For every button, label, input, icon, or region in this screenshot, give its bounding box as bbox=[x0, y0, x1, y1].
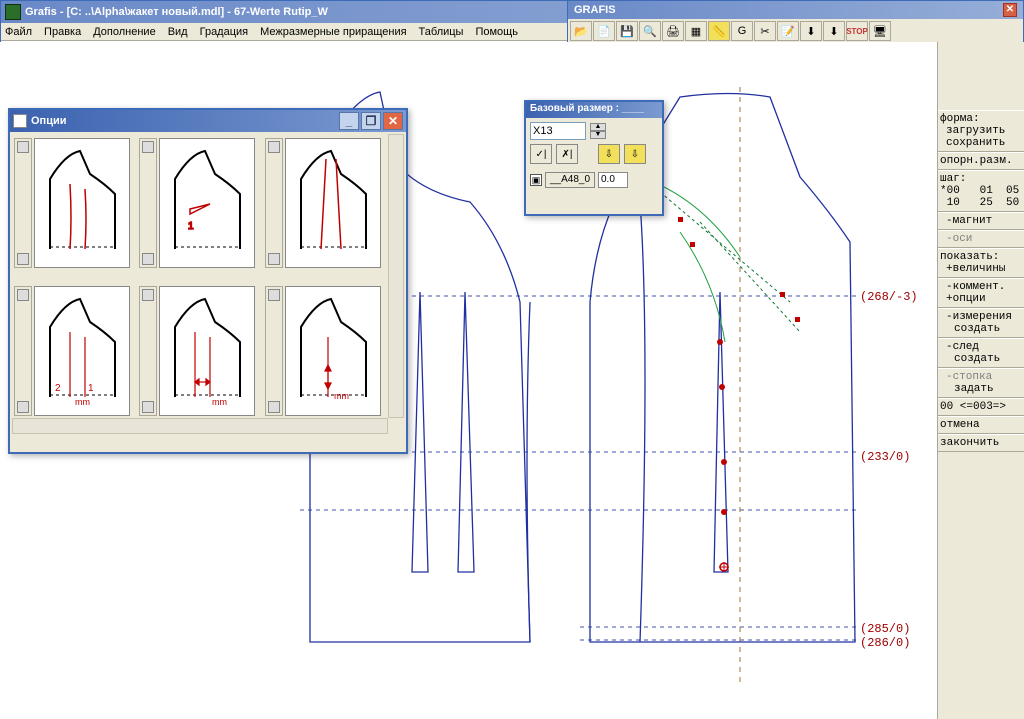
svg-text:1: 1 bbox=[188, 221, 194, 232]
option-1[interactable] bbox=[14, 138, 133, 280]
option-3-slider[interactable] bbox=[265, 138, 283, 268]
menu-edit[interactable]: Правка bbox=[44, 26, 81, 38]
basesize-spinner[interactable]: ▲▼ bbox=[590, 123, 606, 139]
sb-osi[interactable]: -оси bbox=[940, 233, 1022, 245]
sb-komment[interactable]: -коммент. bbox=[940, 281, 1022, 293]
grafis-toolbar-title[interactable]: GRAFIS ✕ bbox=[568, 1, 1023, 19]
coord-4: (286/0) bbox=[860, 636, 910, 650]
bs-field-value[interactable]: 0.0 bbox=[598, 172, 628, 188]
coord-3: (285/0) bbox=[860, 622, 910, 636]
sb-shag-row2[interactable]: 10 25 50 bbox=[940, 197, 1022, 209]
option-6-slider[interactable] bbox=[265, 286, 283, 416]
grafis-toolbar-label: GRAFIS bbox=[574, 4, 616, 16]
options-maximize[interactable]: ❐ bbox=[361, 112, 381, 130]
bs-checkbox[interactable]: ▣ bbox=[530, 174, 542, 186]
stop-icon[interactable]: STOP bbox=[846, 21, 868, 41]
grafis-toolbar-buttons: 📂 📄 💾 🔍 🖨 ▦ 📏 G ✂ 📝 ⬇ ⬇ STOP 🖥 bbox=[568, 19, 1023, 43]
sb-sled[interactable]: -след bbox=[940, 341, 1022, 353]
sb-forma: форма: bbox=[940, 113, 1022, 125]
menu-extras[interactable]: Дополнение bbox=[93, 26, 155, 38]
menu-view[interactable]: Вид bbox=[168, 26, 188, 38]
sb-finish[interactable]: закончить bbox=[940, 437, 1022, 449]
option-3[interactable] bbox=[265, 138, 384, 280]
grafis-toolbar-close[interactable]: ✕ bbox=[1003, 3, 1017, 17]
sb-counter[interactable]: 00 <=003=> bbox=[940, 401, 1022, 413]
print-icon[interactable]: 🖨 bbox=[662, 21, 684, 41]
bs-field-name[interactable]: __A48_0 bbox=[545, 172, 595, 188]
svg-text:2: 2 bbox=[55, 383, 61, 394]
sb-shag: шаг: bbox=[940, 173, 1022, 185]
sb-opcii[interactable]: +опции bbox=[940, 293, 1022, 305]
screen-icon[interactable]: 🖥 bbox=[869, 21, 891, 41]
sb-stopka-set[interactable]: задать bbox=[940, 383, 1022, 395]
option-4[interactable]: 2 1 mm bbox=[14, 286, 133, 428]
menu-tables[interactable]: Таблицы bbox=[419, 26, 464, 38]
basesize-select[interactable]: X13 bbox=[530, 122, 586, 140]
edit-icon[interactable]: 📝 bbox=[777, 21, 799, 41]
app-icon bbox=[5, 4, 21, 20]
option-1-slider[interactable] bbox=[14, 138, 32, 268]
basesize-title[interactable]: Базовый размер : ____ bbox=[526, 102, 662, 118]
sb-cancel[interactable]: отмена bbox=[940, 419, 1022, 431]
options-dialog[interactable]: Опции _ ❐ ✕ 1 bbox=[8, 108, 408, 454]
options-minimize[interactable]: _ bbox=[339, 112, 359, 130]
option-5[interactable]: mm bbox=[139, 286, 258, 428]
save-icon[interactable]: 💾 bbox=[616, 21, 638, 41]
menu-intersize[interactable]: Межразмерные приращения bbox=[260, 26, 406, 38]
down2-icon[interactable]: ⬇ bbox=[823, 21, 845, 41]
options-close[interactable]: ✕ bbox=[383, 112, 403, 130]
basesize-dialog[interactable]: Базовый размер : ____ X13 ▲▼ ✓| ✗| ⇩ ⇩ ▣… bbox=[524, 100, 664, 216]
file-icon[interactable]: 📄 bbox=[593, 21, 615, 41]
bs-down-single[interactable]: ⇩ bbox=[598, 144, 620, 164]
sb-velichiny[interactable]: +величины bbox=[940, 263, 1022, 275]
option-2[interactable]: 1 bbox=[139, 138, 258, 280]
sb-oporn[interactable]: опорн.разм. bbox=[940, 155, 1022, 167]
option-4-slider[interactable] bbox=[14, 286, 32, 416]
ruler-icon[interactable]: 📏 bbox=[708, 21, 730, 41]
option-5-slider[interactable] bbox=[139, 286, 157, 416]
bs-check-on[interactable]: ✓| bbox=[530, 144, 552, 164]
menu-file[interactable]: Файл bbox=[5, 26, 32, 38]
main-title: Grafis - [C: ..\Alpha\жакет новый.mdl] -… bbox=[25, 6, 328, 18]
options-icon bbox=[13, 114, 27, 128]
sb-stopka[interactable]: -стопка bbox=[940, 371, 1022, 383]
down1-icon[interactable]: ⬇ bbox=[800, 21, 822, 41]
sb-sled-create[interactable]: создать bbox=[940, 353, 1022, 365]
grafis-toolbar[interactable]: GRAFIS ✕ 📂 📄 💾 🔍 🖨 ▦ 📏 G ✂ 📝 ⬇ ⬇ STOP 🖥 bbox=[567, 0, 1024, 42]
options-body: 1 2 1 mm bbox=[10, 132, 406, 436]
options-vscroll[interactable] bbox=[388, 134, 404, 418]
options-title: Опции bbox=[31, 115, 67, 127]
menu-help[interactable]: Помощь bbox=[475, 26, 518, 38]
bs-check-off[interactable]: ✗| bbox=[556, 144, 578, 164]
options-hscroll[interactable] bbox=[12, 418, 388, 434]
menu-grading[interactable]: Градация bbox=[200, 26, 249, 38]
svg-text:1: 1 bbox=[88, 383, 94, 394]
svg-text:mm: mm bbox=[75, 397, 90, 407]
cut-icon[interactable]: ✂ bbox=[754, 21, 776, 41]
g-icon[interactable]: G bbox=[731, 21, 753, 41]
open-icon[interactable]: 📂 bbox=[570, 21, 592, 41]
svg-text:mm: mm bbox=[334, 391, 349, 401]
zoom-icon[interactable]: 🔍 bbox=[639, 21, 661, 41]
coord-1: (268/-3) bbox=[860, 290, 918, 304]
sb-pokazat: показать: bbox=[940, 251, 1022, 263]
coord-2: (233/0) bbox=[860, 450, 910, 464]
sb-izmer[interactable]: -измерения bbox=[940, 311, 1022, 323]
sb-shag-row1[interactable]: *00 01 05 bbox=[940, 185, 1022, 197]
right-sidebar: форма: загрузить сохранить опорн.разм. ш… bbox=[937, 42, 1024, 719]
svg-text:mm: mm bbox=[212, 397, 227, 407]
grid-icon[interactable]: ▦ bbox=[685, 21, 707, 41]
sb-save[interactable]: сохранить bbox=[940, 137, 1022, 149]
options-titlebar[interactable]: Опции _ ❐ ✕ bbox=[10, 110, 406, 132]
sb-magnit[interactable]: -магнит bbox=[940, 215, 1022, 227]
sb-izmer-create[interactable]: создать bbox=[940, 323, 1022, 335]
bs-down-double[interactable]: ⇩ bbox=[624, 144, 646, 164]
option-2-slider[interactable] bbox=[139, 138, 157, 268]
sb-load[interactable]: загрузить bbox=[940, 125, 1022, 137]
option-6[interactable]: mm bbox=[265, 286, 384, 428]
